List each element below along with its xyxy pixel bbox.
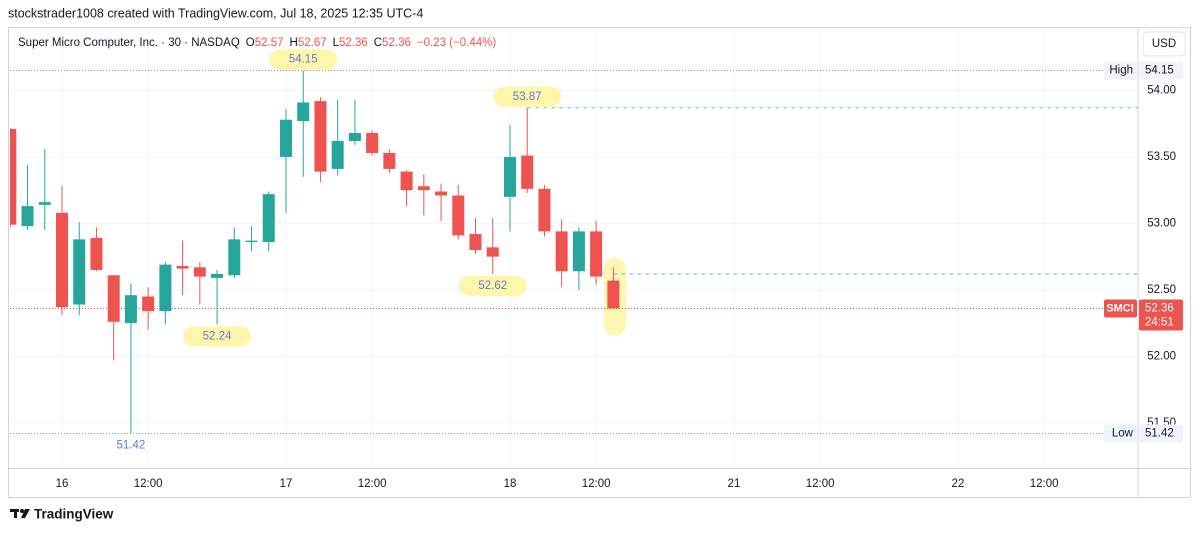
x-tick-label: 22 — [952, 478, 965, 490]
y-tick-label: 53.50 — [1147, 151, 1176, 163]
x-tick-label: 12:00 — [582, 478, 611, 490]
countdown: 24:51 — [1145, 317, 1174, 329]
candle-body — [107, 275, 120, 322]
candle-body — [245, 240, 258, 243]
legend-key: H — [290, 37, 298, 49]
annotation-highlight — [183, 326, 252, 347]
candle-body — [538, 188, 551, 232]
currency-box[interactable] — [1142, 31, 1186, 57]
legend-change: −0.23 (−0.44%) — [417, 37, 496, 49]
candle-body — [21, 206, 34, 227]
candle-body — [383, 152, 396, 169]
symbol: SMCI — [1106, 302, 1134, 314]
annotation-highlight — [269, 49, 338, 70]
x-tick-label: 17 — [280, 478, 293, 490]
annotation-label: 53.87 — [513, 91, 542, 103]
annotation-label: 52.62 — [478, 280, 507, 292]
candle-body — [555, 231, 568, 272]
candle-body — [228, 239, 241, 276]
candle-body — [469, 234, 482, 250]
high-value-box — [1139, 61, 1183, 80]
x-tick-label: 16 — [56, 478, 69, 490]
candle-body — [142, 296, 155, 312]
candle-body — [521, 155, 534, 189]
candle-body — [124, 295, 137, 324]
legend-title: Super Micro Computer, Inc. · 30 · NASDAQ — [18, 37, 240, 49]
candle-body — [38, 202, 51, 205]
annotation-highlight — [493, 86, 562, 107]
candle-body — [262, 194, 275, 243]
y-tick-label: 52.50 — [1147, 284, 1176, 296]
legend-key: C — [374, 37, 382, 49]
candle-body — [176, 265, 189, 269]
last-price: 52.36 — [1145, 303, 1174, 315]
legend-value: 52.36 — [339, 37, 368, 49]
candle-body — [452, 195, 465, 236]
last-price-box — [1139, 299, 1183, 331]
candle-body — [400, 171, 413, 191]
candle-body — [211, 273, 224, 278]
high-label: High — [1109, 65, 1133, 77]
symbol-box — [1104, 299, 1137, 318]
x-tick-label: 12:00 — [358, 478, 387, 490]
candle-body — [73, 239, 86, 305]
candle-body — [572, 231, 585, 272]
legend-value: 52.36 — [382, 37, 411, 49]
candle-body — [607, 280, 620, 309]
y-tick-label: 54.00 — [1147, 85, 1176, 97]
candle-body — [366, 133, 379, 153]
x-tick-label: 21 — [728, 478, 741, 490]
y-tick-label: 53.00 — [1147, 217, 1176, 229]
plot: 54.15 53.87 52.62 52.24 51.42 — [10, 28, 1138, 468]
candle-body — [55, 212, 68, 308]
legend-value: 52.67 — [298, 37, 327, 49]
brand: TradingView — [34, 507, 114, 522]
watermark: stockstrader1008 created with TradingVie… — [8, 6, 423, 20]
high-label-box — [1104, 61, 1137, 80]
legend-key: L — [333, 37, 340, 49]
annotation-label: 51.42 — [117, 439, 146, 451]
x-tick-label: 12:00 — [806, 478, 835, 490]
legend: Super Micro Computer, Inc. · 30 · NASDAQ… — [18, 37, 496, 49]
low-value: 51.42 — [1145, 427, 1174, 439]
candle-body — [486, 247, 499, 257]
candle-body — [193, 267, 206, 277]
candle-body — [348, 133, 361, 141]
candle-body — [331, 140, 344, 169]
candle-body — [297, 102, 310, 122]
candle-body — [279, 119, 292, 157]
annotation-label: 52.24 — [203, 330, 232, 342]
logo — [10, 509, 30, 518]
high-value: 54.15 — [1145, 65, 1174, 77]
low-value-box — [1139, 424, 1183, 443]
x-tick-label: 12:00 — [134, 478, 163, 490]
y-tick-label: 52.00 — [1147, 350, 1176, 362]
candle-body — [159, 264, 172, 312]
currency: USD — [1152, 38, 1176, 50]
candle-body — [590, 231, 603, 277]
candle-body — [435, 191, 448, 196]
candle-body — [314, 101, 327, 172]
annotation-highlight — [458, 275, 527, 296]
x-tick-label: 12:00 — [1030, 478, 1059, 490]
low-label-box — [1104, 424, 1137, 443]
candle-body — [417, 186, 430, 191]
legend-key: O — [246, 37, 255, 49]
low-label: Low — [1112, 427, 1134, 439]
candle-body — [503, 156, 516, 197]
candle-body — [90, 238, 103, 270]
candle-body — [10, 129, 17, 225]
legend-value: 52.57 — [255, 37, 284, 49]
x-tick-label: 18 — [504, 478, 517, 490]
annotation-label: 54.15 — [289, 54, 318, 66]
